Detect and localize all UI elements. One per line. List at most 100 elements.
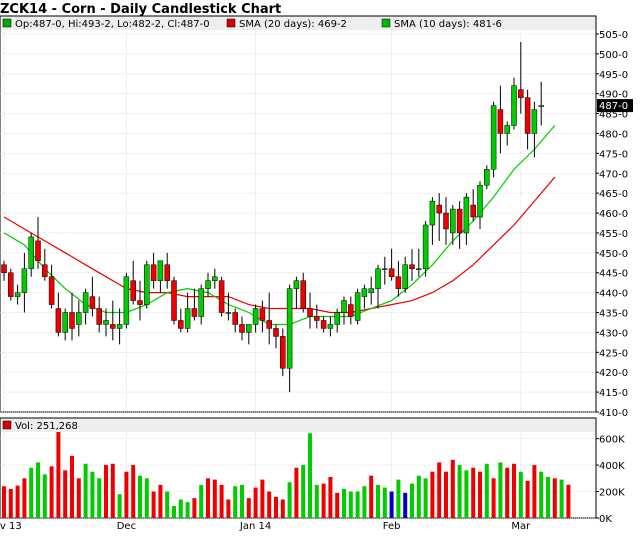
candles — [1, 41, 544, 393]
candle-body — [382, 268, 388, 270]
candle-body — [110, 324, 116, 329]
volume-bar — [362, 486, 367, 518]
volume-bar — [199, 484, 204, 518]
price-tick-label: 470-0 — [599, 169, 628, 180]
volume-bar — [131, 465, 136, 518]
candle-body — [205, 280, 211, 289]
volume-bar — [457, 465, 462, 518]
volume-bar — [376, 484, 380, 518]
volume-bar — [437, 462, 442, 518]
candle-body — [62, 312, 68, 333]
candle-body — [484, 169, 490, 186]
candle-body — [334, 312, 340, 325]
price-tick-label: 465-0 — [599, 189, 628, 200]
candle-body — [178, 320, 184, 329]
candle-body — [354, 292, 361, 321]
volume-bar — [117, 494, 122, 518]
sma10-legend-text: SMA (10 days): 481-6 — [394, 19, 502, 30]
volume-bar — [90, 471, 95, 518]
candle-body — [416, 268, 422, 270]
candle-body — [497, 109, 504, 134]
candle-body — [314, 316, 320, 321]
volume-bar — [151, 491, 156, 518]
volume-tick-label: 600K — [599, 435, 625, 446]
candle-body — [252, 308, 259, 325]
volume-bar — [539, 471, 544, 518]
candle-body — [123, 276, 130, 325]
volume-bar — [532, 465, 537, 518]
candle-body — [246, 324, 252, 333]
candle-body — [273, 328, 279, 337]
volume-bar — [416, 475, 421, 518]
volume-bar — [70, 455, 74, 518]
volume-bar — [42, 474, 47, 518]
candle-body — [14, 292, 21, 297]
candle-body — [348, 304, 354, 317]
candle-body — [402, 264, 408, 289]
candle-body — [504, 125, 510, 134]
volume-bar — [294, 467, 299, 518]
volume-bar — [369, 475, 374, 518]
volume-legend-bar — [0, 418, 596, 432]
volume-bar — [464, 470, 469, 518]
volume-bar — [185, 502, 190, 518]
candle-body — [375, 268, 381, 289]
volume-bar — [301, 465, 306, 518]
volume-tick-label: 200K — [599, 488, 625, 499]
volume-bar — [274, 496, 278, 518]
candle-body — [361, 288, 368, 297]
volume-bar — [192, 498, 197, 518]
price-tick-label: 445-0 — [599, 269, 628, 280]
candle-body — [320, 320, 327, 329]
volume-bar — [335, 492, 340, 518]
volume-bar — [505, 467, 510, 518]
volume-bar — [206, 478, 210, 518]
volume-tick-label: 400K — [599, 461, 625, 472]
volume-bar — [172, 506, 176, 518]
volume-bar — [219, 484, 224, 518]
price-tick-label: 475-0 — [599, 149, 628, 160]
candle-body — [280, 336, 286, 369]
volume-bar — [280, 499, 285, 518]
volume-bar — [138, 475, 142, 518]
volume-bar — [355, 491, 360, 518]
candle-body — [82, 292, 89, 313]
candle-body — [524, 97, 531, 134]
volume-bar — [260, 479, 265, 518]
ohlc-legend-swatch — [2, 18, 12, 28]
candle-body — [191, 308, 198, 317]
price-legend-bar — [0, 16, 596, 30]
volume-bar — [308, 433, 312, 518]
volume-bar — [36, 462, 40, 518]
candle-body — [368, 288, 374, 293]
candle-body — [538, 105, 544, 107]
volume-bar — [165, 491, 170, 518]
candle-body — [184, 308, 191, 329]
price-tick-label: 450-0 — [599, 249, 628, 260]
price-tick-label: 425-0 — [599, 348, 628, 359]
volume-bar — [253, 487, 258, 518]
volume-bar — [498, 462, 503, 518]
volume-bar — [267, 491, 272, 518]
candle-body — [259, 308, 266, 321]
candle-body — [307, 308, 313, 317]
volume-bar — [56, 432, 61, 518]
volume-bar — [63, 470, 68, 518]
volume-axis: 0K 200K 400K 600K — [596, 435, 625, 525]
candle-body — [477, 184, 483, 218]
volume-bar — [240, 484, 244, 518]
x-tick-label: Feb — [383, 521, 401, 532]
candle-body — [144, 264, 150, 305]
candle-body — [300, 280, 306, 309]
candle-body — [55, 308, 62, 333]
candle-body — [456, 208, 463, 234]
candle-body — [341, 300, 347, 313]
candle-body — [89, 296, 96, 309]
volume-bar — [144, 478, 149, 518]
candle-body — [463, 196, 470, 234]
price-tick-label: 420-0 — [599, 368, 628, 379]
candle-body — [21, 268, 28, 293]
volume-bar — [382, 487, 387, 518]
volume-bar — [246, 498, 251, 518]
